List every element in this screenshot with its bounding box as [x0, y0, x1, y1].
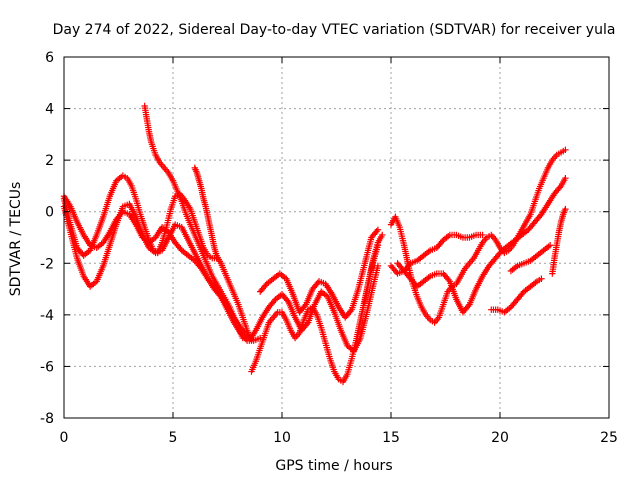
grid-lines: [64, 57, 609, 418]
axis-ticks: 0 5 10 15 20 25 -8 -6 -4 -2 0 2 4 6: [40, 50, 618, 446]
data-point: [538, 275, 545, 282]
y-tick-label: -8: [40, 411, 54, 427]
y-axis-label: SDTVAR / TECUs: [8, 182, 24, 297]
series-trace-14: [549, 205, 569, 277]
x-tick-label: 10: [273, 430, 291, 446]
data-point: [562, 146, 569, 154]
y-tick-label: 2: [45, 153, 54, 169]
series-trace-12: [488, 275, 545, 316]
x-tick-label: 25: [600, 430, 618, 446]
data-point: [374, 226, 382, 233]
series-trace-8: [257, 226, 382, 321]
series-trace-10: [387, 231, 486, 277]
series-trace-15: [361, 231, 386, 306]
y-tick-label: 6: [45, 50, 54, 66]
y-tick-label: 0: [45, 205, 54, 221]
y-tick-label: -4: [40, 308, 54, 324]
series-trace-7: [246, 262, 382, 355]
series-trace-4: [141, 102, 246, 342]
data-point: [379, 231, 386, 239]
x-tick-label: 15: [382, 430, 400, 446]
y-tick-label: 4: [45, 102, 54, 118]
data-point: [562, 205, 569, 213]
series-trace-3: [60, 193, 251, 344]
plot-frame: [63, 56, 610, 419]
chart-title: Day 274 of 2022, Sidereal Day-to-day VTE…: [53, 22, 616, 38]
x-tick-label: 5: [169, 430, 178, 446]
series-trace-5: [191, 164, 255, 344]
data-point: [374, 262, 382, 270]
x-tick-label: 20: [491, 430, 509, 446]
y-tick-label: -2: [40, 256, 54, 272]
y-tick-label: -6: [40, 359, 54, 375]
data-point: [562, 174, 569, 182]
data-point: [546, 242, 554, 249]
data-points: [60, 102, 569, 386]
series-trace-11: [394, 174, 569, 316]
x-axis-label: GPS time / hours: [275, 458, 392, 474]
data-point: [239, 334, 246, 342]
data-point: [479, 231, 486, 239]
x-tick-label: 0: [60, 430, 69, 446]
series-trace-13: [507, 242, 554, 275]
